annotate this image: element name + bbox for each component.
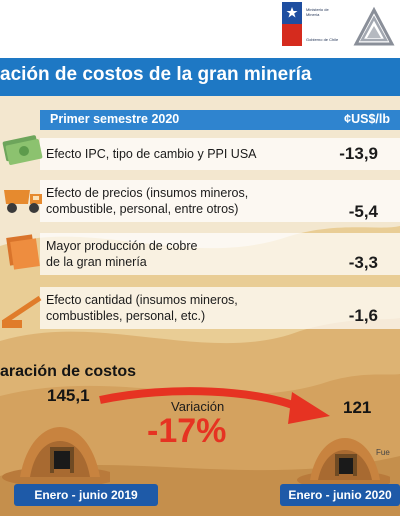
row-label: Efecto IPC, tipo de cambio y PPI USA (46, 147, 257, 161)
start-value: 145,1 (47, 386, 90, 405)
decrease-arrow-icon (99, 387, 330, 424)
variation-percent: -17% (147, 412, 227, 450)
list-item: Mayor producción de cobre de la gran min… (40, 233, 400, 275)
row-label-line-2: combustibles, personal, etc.) (46, 309, 206, 323)
start-period-label: Enero - junio 2019 (14, 484, 158, 506)
table-header: Primer semestre 2020 ¢US$/lb (40, 110, 400, 130)
period-header: Primer semestre 2020 (50, 112, 180, 126)
list-item: Efecto cantidad (insumos mineros, combus… (40, 287, 400, 329)
row-label-line-2: de la gran minería (46, 255, 147, 269)
list-item: Efecto de precios (insumos mineros, comb… (40, 180, 400, 222)
end-value: 121 (343, 398, 372, 417)
row-value: -3,3 (348, 253, 378, 272)
government-logo-line-1: Ministerio de (306, 7, 329, 12)
money-icon (2, 135, 43, 165)
government-logo-line-2: Minería (306, 12, 320, 17)
row-value: -13,9 (339, 144, 378, 163)
mine-entrance-icon (297, 438, 390, 488)
page-title: ación de costos de la gran minería (0, 64, 312, 85)
government-logo-subtext: Gobierno de Chile (306, 37, 339, 42)
unit-header: ¢US$/lb (344, 112, 390, 126)
government-logo: Ministerio de Minería Gobierno de Chile (282, 2, 348, 54)
row-value: -5,4 (348, 202, 378, 221)
row-label-line-1: Mayor producción de cobre (46, 239, 198, 253)
row-label-line-2: combustible, personal, entre otros) (46, 202, 239, 216)
variation-label: Variación (171, 399, 225, 414)
title-band: ación de costos de la gran minería (0, 58, 400, 96)
triangle-logo-icon (353, 6, 395, 46)
copper-plate-icon (6, 234, 40, 270)
row-label-line-1: Efecto cantidad (insumos mineros, (46, 293, 238, 307)
source-label: Fue (376, 448, 390, 457)
dump-truck-icon (4, 190, 42, 213)
end-period-label: Enero - junio 2020 (280, 484, 400, 506)
mine-entrance-icon (2, 427, 110, 485)
list-item: Efecto IPC, tipo de cambio y PPI USA -13… (40, 138, 400, 170)
row-value: -1,6 (348, 306, 378, 325)
row-label-line-1: Efecto de precios (insumos mineros, (46, 186, 249, 200)
variation-title: aración de costos (0, 363, 137, 380)
top-logo-band (0, 0, 400, 58)
conveyor-icon (2, 295, 42, 328)
chile-flag-icon (282, 2, 302, 46)
